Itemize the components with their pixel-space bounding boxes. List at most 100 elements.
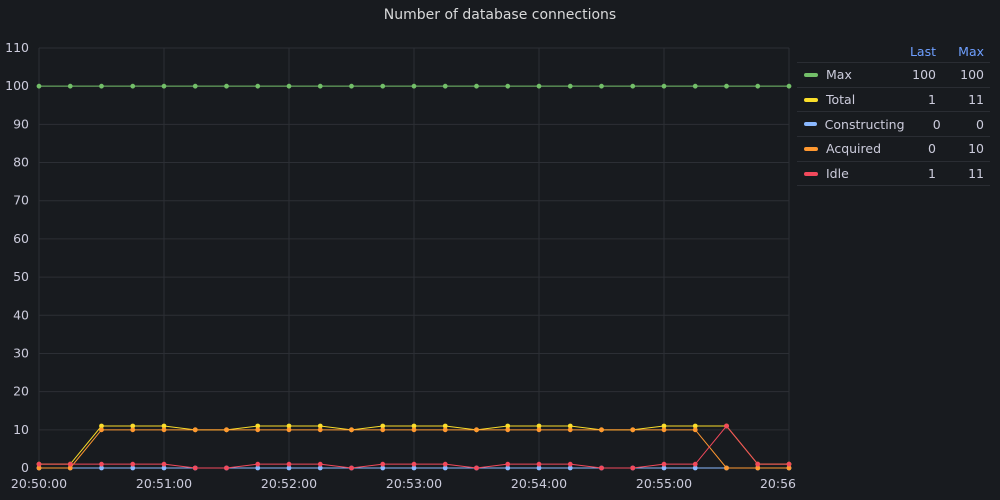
data-point-constructing	[255, 465, 261, 471]
legend-item-label: Acquired	[826, 141, 882, 157]
panel-title: Number of database connections	[383, 7, 617, 23]
legend-swatch	[804, 72, 818, 77]
data-point-acquired	[349, 427, 354, 433]
data-point-acquired	[567, 427, 573, 433]
data-point-max	[286, 83, 292, 89]
data-point-max	[224, 83, 229, 89]
legend-item-idle[interactable]: Idle 1 11	[797, 160, 990, 187]
data-point-max	[192, 83, 198, 89]
data-point-max	[349, 83, 354, 89]
data-point-acquired	[255, 427, 261, 433]
data-point-acquired	[474, 427, 479, 433]
data-point-constructing	[661, 465, 667, 471]
data-point-constructing	[99, 465, 104, 471]
y-tick-label: 0	[21, 460, 29, 475]
legend-col-last[interactable]: Last	[909, 43, 936, 59]
data-point-max	[786, 83, 792, 89]
legend-swatch	[804, 97, 818, 102]
legend-swatch	[804, 146, 818, 151]
data-point-max	[317, 83, 323, 89]
data-point-constructing	[411, 465, 417, 471]
legend-last-value: 0	[928, 141, 936, 157]
data-point-acquired	[380, 427, 386, 433]
data-point-total	[411, 423, 417, 429]
legend-col-max[interactable]: Max	[958, 43, 984, 59]
x-tick-label: 20:52:00	[261, 476, 317, 491]
data-point-idle	[161, 461, 167, 467]
legend-table: Last Max Max 100 100 Total 1 11 Construc…	[797, 40, 990, 187]
data-point-total	[661, 423, 667, 429]
data-point-acquired	[67, 465, 73, 471]
data-point-total	[99, 423, 104, 429]
data-point-acquired	[286, 427, 292, 433]
legend-last-value: 1	[928, 166, 936, 182]
data-point-idle	[411, 461, 417, 467]
data-point-acquired	[442, 427, 448, 433]
data-point-idle	[36, 461, 42, 467]
data-point-constructing	[380, 465, 386, 471]
y-tick-label: 20	[13, 384, 29, 399]
data-point-total	[692, 423, 698, 429]
legend-swatch	[804, 122, 817, 127]
y-tick-label: 90	[13, 116, 29, 131]
data-point-idle	[317, 461, 323, 467]
data-point-idle	[755, 461, 761, 467]
legend-max-value: 11	[968, 92, 984, 108]
data-point-acquired	[755, 465, 761, 471]
data-point-acquired	[99, 427, 104, 433]
data-point-acquired	[505, 427, 511, 433]
y-tick-label: 60	[13, 231, 29, 246]
data-point-total	[130, 423, 136, 429]
data-point-constructing	[536, 465, 542, 471]
data-point-idle	[692, 461, 698, 467]
data-point-idle	[380, 461, 386, 467]
data-point-max	[536, 83, 542, 89]
data-point-max	[67, 83, 73, 89]
data-point-acquired	[724, 465, 729, 471]
data-point-idle	[67, 461, 73, 467]
legend-item-acquired[interactable]: Acquired 0 10	[797, 136, 990, 161]
y-tick-label: 40	[13, 307, 29, 322]
y-tick-label: 70	[13, 193, 29, 208]
data-point-acquired	[130, 427, 136, 433]
legend-max-value: 11	[968, 166, 984, 182]
data-point-acquired	[192, 427, 198, 433]
data-point-max	[442, 83, 448, 89]
data-point-idle	[567, 461, 573, 467]
data-point-idle	[505, 461, 511, 467]
data-point-constructing	[567, 465, 573, 471]
data-point-constructing	[317, 465, 323, 471]
data-point-idle	[192, 465, 198, 471]
legend-item-max[interactable]: Max 100 100	[797, 62, 990, 87]
data-point-acquired	[630, 427, 636, 433]
legend-max-value: 100	[960, 67, 984, 83]
data-point-total	[161, 423, 167, 429]
data-point-idle	[224, 465, 229, 471]
data-point-idle	[599, 465, 604, 471]
legend-item-total[interactable]: Total 1 11	[797, 86, 990, 112]
data-point-total	[317, 423, 323, 429]
data-point-idle	[724, 423, 729, 429]
legend-item-label: Max	[826, 67, 852, 83]
data-point-total	[505, 423, 511, 429]
data-point-max	[661, 83, 667, 89]
x-tick-label: 20:51:00	[136, 476, 192, 491]
data-point-acquired	[692, 427, 698, 433]
data-point-idle	[349, 465, 354, 471]
data-point-total	[255, 423, 261, 429]
data-point-acquired	[536, 427, 542, 433]
data-point-max	[380, 83, 386, 89]
line-chart: 0 10 20 30 40 50 60 70 80 90 100 110 20:50:00 20:51:0…	[5, 40, 796, 491]
data-point-max	[630, 83, 636, 89]
data-point-acquired	[224, 427, 229, 433]
data-point-total	[380, 423, 386, 429]
legend-header: Last Max	[797, 40, 990, 62]
legend-item-constructing[interactable]: Constructing 0 0	[797, 111, 990, 136]
x-tick-label: 20:55:00	[636, 476, 692, 491]
data-point-total	[567, 423, 573, 429]
legend-max-value: 0	[976, 116, 984, 132]
data-point-idle	[130, 461, 136, 467]
data-point-idle	[474, 465, 479, 471]
x-tick-label: 20:54:00	[511, 476, 567, 491]
data-point-max	[724, 83, 729, 89]
